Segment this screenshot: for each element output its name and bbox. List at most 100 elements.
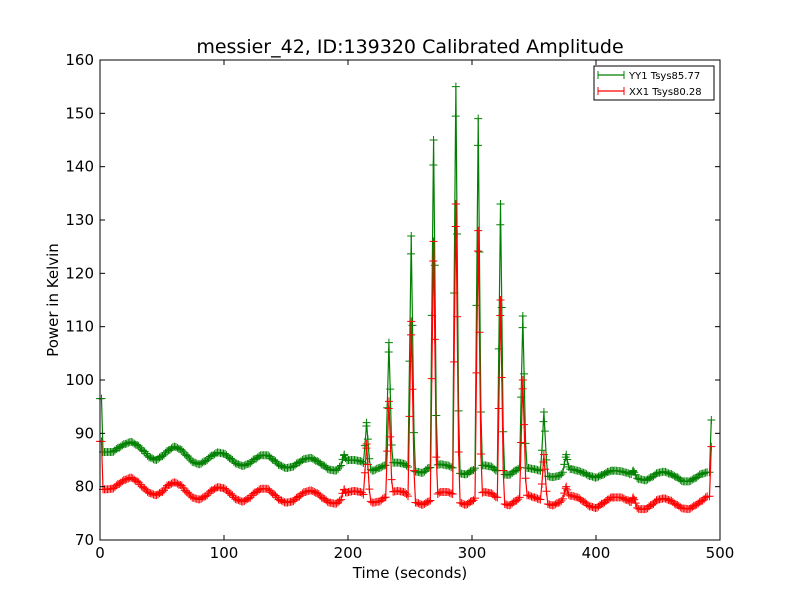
y-tick-label: 90 bbox=[75, 424, 94, 442]
data-point-marker bbox=[629, 466, 638, 475]
x-tick-label: 500 bbox=[706, 544, 735, 562]
data-point-marker bbox=[429, 237, 438, 246]
data-point-marker bbox=[384, 404, 393, 413]
data-point-marker bbox=[451, 200, 460, 208]
data-point-marker bbox=[408, 385, 417, 394]
data-point-marker bbox=[476, 450, 485, 459]
data-point-marker bbox=[451, 82, 460, 91]
data-point-marker bbox=[631, 470, 640, 479]
data-point-marker bbox=[542, 487, 551, 496]
data-point-marker bbox=[158, 487, 167, 496]
series-1 bbox=[96, 200, 716, 514]
data-point-marker bbox=[402, 490, 411, 499]
legend-marker bbox=[597, 87, 625, 95]
data-point-marker bbox=[520, 369, 529, 378]
data-point-marker bbox=[563, 455, 572, 464]
data-point-marker bbox=[520, 420, 529, 429]
data-point-marker bbox=[448, 490, 457, 499]
data-point-marker bbox=[496, 200, 505, 208]
data-point-marker bbox=[473, 141, 482, 150]
data-point-marker bbox=[515, 463, 524, 472]
data-point-marker bbox=[470, 494, 479, 503]
data-point-marker bbox=[453, 312, 462, 321]
data-point-marker bbox=[405, 412, 414, 421]
y-tick-label: 150 bbox=[65, 104, 94, 122]
data-point-marker bbox=[447, 489, 456, 498]
data-point-marker bbox=[474, 114, 483, 123]
data-point-marker bbox=[335, 496, 344, 505]
data-point-marker bbox=[521, 474, 530, 483]
y-tick-label: 70 bbox=[75, 531, 94, 549]
data-point-marker bbox=[450, 357, 459, 366]
data-point-marker bbox=[363, 435, 372, 444]
data-point-marker bbox=[387, 440, 396, 449]
data-point-marker bbox=[430, 261, 439, 270]
data-point-marker bbox=[177, 445, 186, 454]
data-point-marker bbox=[357, 488, 366, 497]
chart-title: messier_42, ID:139320 Calibrated Amplitu… bbox=[196, 36, 623, 58]
data-point-marker bbox=[496, 220, 505, 229]
data-point-marker bbox=[402, 461, 411, 470]
data-point-marker bbox=[406, 330, 415, 339]
data-point-marker bbox=[539, 457, 548, 466]
data-point-marker bbox=[451, 112, 460, 121]
data-point-marker bbox=[337, 461, 346, 470]
data-point-marker bbox=[537, 446, 546, 455]
data-point-marker bbox=[453, 230, 462, 239]
data-point-marker bbox=[472, 368, 481, 377]
y-tick-label: 160 bbox=[65, 51, 94, 69]
data-point-marker bbox=[517, 438, 526, 447]
data-point-marker bbox=[499, 466, 508, 475]
data-point-marker bbox=[701, 493, 710, 502]
data-point-marker bbox=[337, 495, 346, 504]
data-point-marker bbox=[340, 450, 349, 459]
data-point-marker bbox=[563, 485, 572, 494]
data-point-marker bbox=[518, 376, 527, 384]
data-point-marker bbox=[469, 465, 478, 474]
data-point-marker bbox=[518, 312, 527, 320]
x-tick-label: 0 bbox=[95, 544, 105, 562]
data-point-marker bbox=[537, 479, 546, 488]
data-point-marker bbox=[386, 432, 395, 441]
data-point-marker bbox=[429, 161, 438, 170]
data-point-marker bbox=[140, 447, 149, 456]
data-point-marker bbox=[381, 461, 390, 470]
data-point-marker bbox=[707, 416, 716, 424]
data-point-marker bbox=[357, 457, 366, 466]
data-point-marker bbox=[365, 454, 374, 463]
data-point-marker bbox=[469, 496, 478, 505]
data-point-marker bbox=[384, 347, 393, 356]
legend-label: XX1 Tsys80.28 bbox=[629, 87, 702, 98]
data-point-marker bbox=[515, 493, 524, 502]
data-point-marker bbox=[631, 499, 640, 508]
data-point-marker bbox=[407, 317, 416, 326]
data-point-marker bbox=[404, 492, 413, 501]
data-point-marker bbox=[496, 296, 505, 304]
data-point-marker bbox=[426, 496, 435, 505]
data-point-marker bbox=[454, 447, 463, 456]
x-tick-label: 400 bbox=[582, 544, 611, 562]
data-point-marker bbox=[539, 408, 548, 416]
x-tick-label: 100 bbox=[210, 544, 239, 562]
x-axis-label: Time (seconds) bbox=[352, 564, 468, 582]
data-point-marker bbox=[474, 226, 483, 235]
data-point-marker bbox=[409, 428, 418, 437]
data-point-marker bbox=[497, 303, 506, 312]
series-0 bbox=[96, 82, 716, 486]
data-point-marker bbox=[539, 417, 548, 426]
data-point-marker bbox=[381, 493, 390, 502]
data-point-marker bbox=[560, 460, 569, 469]
data-point-marker bbox=[246, 493, 255, 502]
data-point-marker bbox=[562, 482, 571, 491]
data-point-marker bbox=[362, 440, 371, 448]
data-point-marker bbox=[386, 385, 395, 394]
data-point-marker bbox=[432, 453, 441, 462]
data-point-marker bbox=[494, 404, 503, 413]
data-point-marker bbox=[705, 468, 714, 477]
data-point-marker bbox=[360, 468, 369, 477]
data-point-marker bbox=[451, 222, 460, 231]
y-tick-label: 110 bbox=[65, 318, 94, 336]
data-point-marker bbox=[203, 491, 212, 500]
data-point-marker bbox=[429, 136, 438, 144]
